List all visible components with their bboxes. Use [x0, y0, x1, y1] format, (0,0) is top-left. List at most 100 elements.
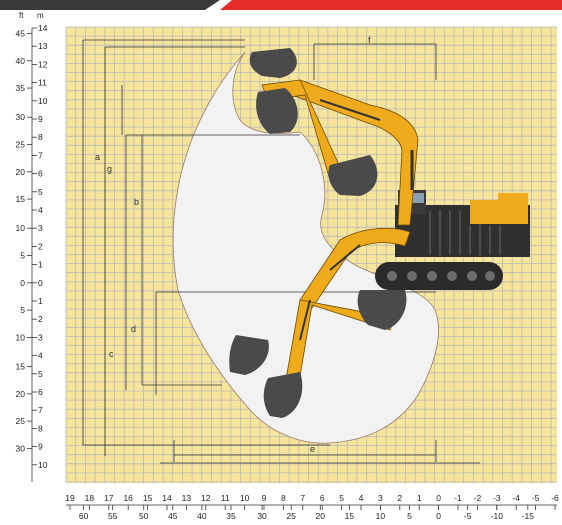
x-tick-label-ft: 25	[286, 511, 296, 521]
y-tick-label-m: 8	[38, 423, 43, 433]
x-tick-label-m: 17	[104, 493, 114, 503]
bucket-bottom	[263, 372, 303, 418]
y-tick-label-ft: 25	[16, 416, 26, 426]
y-tick-label-m: 4	[38, 351, 43, 361]
x-tick-label-ft: 35	[226, 511, 236, 521]
x-tick-label-m: 14	[162, 493, 172, 503]
bucket-mid-upper	[328, 155, 378, 196]
y-tick-label-m: 10	[38, 460, 48, 470]
dimension-label-a: a	[95, 152, 100, 162]
dimension-label-e: e	[310, 444, 315, 454]
y-tick-label-ft: 35	[16, 83, 26, 93]
left-axis-ticks	[27, 27, 37, 466]
left-feet-labels: 45 40 35 30 25 20 15 10 5 0 5 10 15 20 25 30	[16, 28, 26, 453]
y-tick-label-m: 1	[38, 260, 43, 270]
y-tick-label-ft: 30	[16, 443, 26, 453]
x-tick-label-m: 19	[65, 493, 75, 503]
x-tick-label-m: 10	[240, 493, 250, 503]
y-tick-label-m: 10	[38, 96, 48, 106]
y-tick-label-ft: 5	[20, 305, 25, 315]
y-tick-label-ft: 10	[16, 332, 26, 342]
x-tick-label-m: 2	[397, 493, 402, 503]
x-tick-label-m: -4	[512, 493, 520, 503]
y-tick-label-m: 11	[38, 78, 47, 88]
y-tick-label-m: 5	[38, 369, 43, 379]
x-tick-label-ft: 10	[376, 511, 386, 521]
y-tick-label-m: 6	[38, 387, 43, 397]
x-tick-label-m: -6	[551, 493, 559, 503]
y-tick-label-m: 12	[38, 59, 48, 69]
y-tick-label-ft: 40	[16, 56, 26, 66]
excavator	[229, 48, 530, 418]
y-tick-label-m: 1	[38, 296, 43, 306]
y-tick-label-m: 7	[38, 405, 43, 415]
x-tick-label-m: 1	[417, 493, 422, 503]
x-tick-label-m: 0	[436, 493, 441, 503]
dimension-label-b: b	[134, 197, 139, 207]
x-tick-label-m: 18	[85, 493, 95, 503]
x-tick-label-m: 5	[339, 493, 344, 503]
y-tick-label-m: 8	[38, 132, 43, 142]
y-tick-label-m: 5	[38, 187, 43, 197]
y-tick-label-m: 13	[38, 41, 48, 51]
dimension-label-d: d	[131, 324, 136, 334]
bucket-top	[249, 48, 297, 78]
y-tick-label-ft: 0	[20, 278, 25, 288]
dimension-label-c: c	[109, 349, 114, 359]
y-tick-label-m: 3	[38, 223, 43, 233]
bottom-feet-labels: 60 55 50 45 40 35 30 25 20 15 10 5 0 -5 -10 -15	[79, 511, 534, 521]
x-tick-label-ft: -15	[522, 511, 535, 521]
x-tick-label-m: -3	[493, 493, 501, 503]
y-tick-label-ft: 15	[16, 194, 26, 204]
x-tick-label-ft: 50	[139, 511, 149, 521]
crawler-track	[375, 262, 503, 290]
x-tick-label-m: 12	[201, 493, 211, 503]
y-tick-label-ft: 45	[16, 28, 26, 38]
y-tick-label-ft: 30	[16, 112, 26, 122]
y-tick-label-m: 9	[38, 114, 43, 124]
x-tick-label-ft: 60	[79, 511, 89, 521]
dimension-label-g: g	[107, 164, 112, 174]
x-tick-label-m: 6	[320, 493, 325, 503]
bucket-upper	[256, 88, 298, 134]
y-tick-label-ft: 5	[20, 251, 25, 261]
x-tick-label-m: -1	[454, 493, 462, 503]
bucket-mid-lower	[357, 290, 407, 330]
dimension-label-f: f	[368, 35, 371, 45]
x-tick-label-ft: 0	[436, 511, 441, 521]
y-tick-label-m: 6	[38, 169, 43, 179]
x-tick-label-ft: 55	[108, 511, 118, 521]
x-tick-label-m: -5	[532, 493, 540, 503]
y-tick-label-ft: 25	[16, 139, 26, 149]
y-tick-label-ft: 20	[16, 167, 26, 177]
x-tick-label-m: 8	[281, 493, 286, 503]
x-tick-label-ft: 30	[257, 511, 267, 521]
bottom-meter-labels: 19 18 17 16 15 14 13 12 11 10 9 8 7 6 5 4 3 2 1 0 -1 -2 -3 -4 -5…	[65, 493, 559, 503]
y-tick-label-m: 2	[38, 314, 43, 324]
y-tick-label-m: 9	[38, 442, 43, 452]
y-tick-label-ft: 20	[16, 389, 26, 399]
x-tick-label-ft: 45	[168, 511, 178, 521]
x-tick-label-ft: -5	[464, 511, 472, 521]
x-tick-label-m: 9	[262, 493, 267, 503]
x-tick-label-m: 13	[182, 493, 192, 503]
x-tick-label-m: 4	[359, 493, 364, 503]
y-tick-label-m: 3	[38, 332, 43, 342]
y-tick-label-m: 14	[38, 23, 48, 33]
x-tick-label-m: 16	[123, 493, 133, 503]
y-tick-label-m: 0	[38, 278, 43, 288]
x-tick-label-ft: 20	[316, 511, 326, 521]
y-tick-label-m: 2	[38, 241, 43, 251]
y-tick-label-m: 7	[38, 150, 43, 160]
x-tick-label-m: -2	[474, 493, 482, 503]
m-unit-label: m	[37, 11, 44, 20]
x-tick-label-m: 11	[221, 493, 230, 503]
y-tick-label-ft: 15	[16, 362, 26, 372]
x-tick-label-ft: 15	[345, 511, 355, 521]
x-tick-label-m: 15	[143, 493, 153, 503]
header-bar	[0, 0, 562, 10]
bucket-left	[229, 335, 269, 375]
y-tick-label-m: 4	[38, 205, 43, 215]
